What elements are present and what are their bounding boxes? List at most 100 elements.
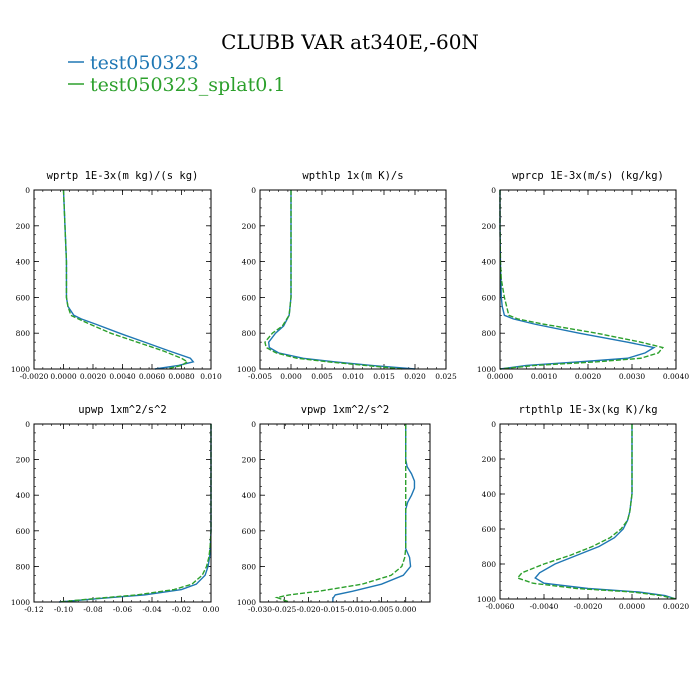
plot-frame [499, 189, 677, 370]
y-tick-label: 1000 [477, 365, 496, 374]
y-tick-label: 1000 [237, 598, 256, 607]
x-tick-label: -0.08 [83, 605, 102, 614]
plot-frame [33, 189, 212, 370]
y-tick-label: 600 [482, 293, 497, 302]
panel-title: wprtp 1E-3x(m kg)/(s kg) [47, 170, 199, 182]
x-tick-label: -0.02 [172, 605, 191, 614]
panel-6: rtpthlp 1E-3x(kg K)/kg -0.0060 -0.0040 -0.0… [477, 404, 689, 611]
y-tick-label: 400 [16, 491, 31, 500]
x-tick-label: 0.0000 [619, 602, 645, 611]
y-tick-label: 800 [482, 560, 497, 569]
panel-1: wprtp 1E-3x(m kg)/(s kg) -0.0020 0.0000 0.0… [11, 170, 222, 381]
x-tick-label: 0.010 [342, 372, 364, 381]
y-tick-label: 0 [491, 420, 496, 429]
y-tick-label: 200 [242, 456, 257, 465]
y-tick-label: 600 [16, 527, 31, 536]
y-tick-label: 800 [16, 562, 31, 571]
x-tick-label: 0.0040 [663, 372, 689, 381]
x-tick-label: 0.0080 [168, 372, 194, 381]
x-tick-label: -0.0040 [530, 602, 559, 611]
x-tick-label: -0.0060 [486, 602, 515, 611]
x-tick-label: 0.0020 [663, 602, 689, 611]
x-tick-label: 0.020 [404, 372, 426, 381]
y-tick-label: 400 [16, 258, 31, 267]
x-tick-label: -0.005 [248, 372, 272, 381]
series-line-test050323 [499, 190, 656, 370]
y-tick-label: 600 [242, 527, 257, 536]
panel-title: wpthlp 1x(m K)/s [302, 170, 403, 182]
panel-4: upwp 1xm^2/s^2 -0.12 -0.10 -0.08 -0.06 -0.04 -… [11, 404, 220, 614]
x-tick-label: 0.0010 [531, 372, 557, 381]
panel-title: wprcp 1E-3x(m/s) (kg/kg) [512, 170, 664, 182]
panel-title: vpwp 1xm^2/s^2 [301, 404, 390, 416]
x-tick-label: -0.10 [54, 605, 73, 614]
x-tick-label: 0.025 [435, 372, 457, 381]
x-tick-label: 0.000 [280, 372, 302, 381]
y-tick-label: 1000 [11, 598, 30, 607]
x-tick-label: 0.0020 [80, 372, 106, 381]
x-tick-label: -0.020 [297, 605, 321, 614]
legend-label-test050323: test050323 [90, 52, 199, 74]
y-tick-label: 200 [482, 222, 497, 231]
panel-2: wpthlp 1x(m K)/s -0.005 0.000 0.005 0.010 0.0… [237, 170, 457, 381]
x-tick-label: 0.0000 [50, 372, 76, 381]
series-line-test050323-splat0-1 [264, 190, 403, 370]
x-tick-label: -0.010 [345, 605, 369, 614]
x-tick-label: -0.04 [142, 605, 161, 614]
y-tick-label: 0 [251, 186, 256, 195]
y-tick-label: 200 [16, 222, 31, 231]
plot-frame [33, 423, 212, 603]
plot-frame [499, 423, 677, 600]
series-line-test050323-splat0-1 [62, 189, 189, 370]
figure-title: CLUBB VAR at340E,-60N [221, 30, 479, 54]
plot-frame [259, 423, 431, 603]
panels: wprtp 1E-3x(m kg)/(s kg)-0.0020 0.0000 0.0… [11, 170, 689, 614]
y-tick-label: 400 [482, 490, 497, 499]
y-tick-label: 200 [16, 456, 31, 465]
y-tick-label: 800 [482, 329, 497, 338]
plot-frame [259, 189, 447, 370]
x-tick-label: -0.0020 [574, 602, 603, 611]
series-line-test050323-splat0-1 [499, 190, 665, 370]
x-tick-label: 0.005 [311, 372, 333, 381]
series-line-test050323-splat0-1 [274, 424, 407, 603]
panel-5: vpwp 1xm^2/s^2-0.030 -0.025 -0.020 -0.015 -0… [237, 404, 431, 614]
x-tick-label: -0.12 [24, 605, 43, 614]
x-tick-label: -0.0020 [20, 372, 49, 381]
x-tick-label: -0.06 [113, 605, 132, 614]
legend: test050323 test050323_splat0.1 [68, 52, 285, 96]
y-tick-label: 800 [16, 329, 31, 338]
x-tick-label: 0.015 [373, 372, 395, 381]
y-tick-label: 600 [482, 525, 497, 534]
y-tick-label: 0 [25, 420, 30, 429]
x-tick-label: 0.00 [203, 605, 220, 614]
x-tick-label: 0.0020 [575, 372, 601, 381]
y-tick-label: 1000 [11, 365, 30, 374]
x-tick-label: 0.0040 [109, 372, 135, 381]
y-tick-label: 0 [251, 420, 256, 429]
x-tick-label: 0.010 [200, 372, 222, 381]
x-tick-label: -0.025 [272, 605, 296, 614]
x-tick-label: -0.005 [369, 605, 393, 614]
y-tick-label: 400 [482, 258, 497, 267]
panel-title: upwp 1xm^2/s^2 [78, 404, 167, 416]
x-tick-label: 0.0060 [139, 372, 165, 381]
x-tick-label: 0.0030 [619, 372, 645, 381]
panel-title: rtpthlp 1E-3x(kg K)/kg [518, 404, 657, 416]
y-tick-label: 600 [242, 293, 257, 302]
x-tick-label: -0.030 [248, 605, 272, 614]
legend-label-test050323-splat0-1: test050323_splat0.1 [90, 74, 285, 96]
y-tick-label: 400 [242, 491, 257, 500]
y-tick-label: 600 [16, 293, 31, 302]
x-tick-label: 0.000 [395, 605, 417, 614]
y-tick-label: 800 [242, 562, 257, 571]
y-tick-label: 800 [242, 329, 257, 338]
y-tick-label: 200 [482, 455, 497, 464]
y-tick-label: 1000 [477, 595, 496, 604]
y-tick-label: 0 [25, 186, 30, 195]
panel-3: wprcp 1E-3x(m/s) (kg/kg) 0.0000 0.0010 0.00… [477, 170, 689, 381]
y-tick-label: 1000 [237, 365, 256, 374]
y-tick-label: 200 [242, 222, 257, 231]
